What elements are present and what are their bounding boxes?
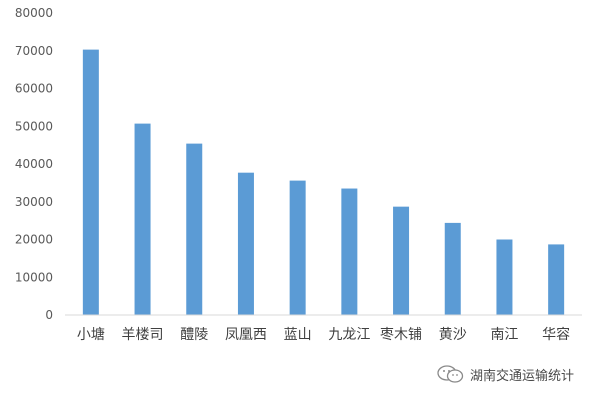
- wechat-icon: [437, 365, 464, 383]
- y-tick-label: 80000: [15, 6, 53, 20]
- x-tick-label: 九龙江: [328, 327, 370, 343]
- bar-5: [341, 188, 358, 315]
- bars: [82, 49, 565, 316]
- x-tick-label: 小塘: [77, 327, 105, 343]
- y-tick-label: 10000: [15, 270, 53, 284]
- bar-3: [237, 172, 254, 315]
- y-tick-label: 20000: [15, 233, 53, 247]
- bar-2: [186, 143, 203, 315]
- y-tick-label: 30000: [15, 195, 53, 209]
- y-tick-label: 0: [45, 308, 53, 322]
- y-tick-label: 50000: [15, 119, 53, 133]
- x-tick-label: 枣木铺: [380, 327, 422, 343]
- bar-7: [444, 222, 461, 315]
- y-tick-label: 40000: [15, 157, 53, 171]
- bar-0: [82, 49, 99, 316]
- y-tick-label: 70000: [15, 44, 53, 58]
- x-tick-label: 羊楼司: [122, 327, 164, 343]
- bar-4: [289, 180, 306, 315]
- x-tick-label: 南江: [490, 327, 518, 343]
- bar-9: [548, 244, 565, 315]
- x-tick-label: 蓝山: [284, 327, 312, 343]
- watermark: 湖南交通运输统计: [436, 363, 574, 385]
- bar-6: [393, 206, 410, 315]
- x-tick-label: 黄沙: [439, 326, 467, 343]
- y-axis-ticks: 0 10000 20000 30000 40000 50000 60000 70000 8000…: [15, 6, 53, 322]
- watermark-text: 湖南交通运输统计: [470, 368, 575, 384]
- y-tick-label: 60000: [15, 82, 53, 96]
- x-tick-label: 凤凰西: [225, 327, 267, 343]
- x-tick-label: 醴陵: [180, 327, 208, 343]
- x-tick-label: 华容: [542, 326, 570, 343]
- x-axis-labels: 小塘 羊楼司 醴陵 凤凰西 蓝山 九龙江 枣木铺 黄沙 南江 华容: [77, 326, 570, 343]
- bar-8: [496, 239, 513, 315]
- bar-1: [134, 123, 151, 315]
